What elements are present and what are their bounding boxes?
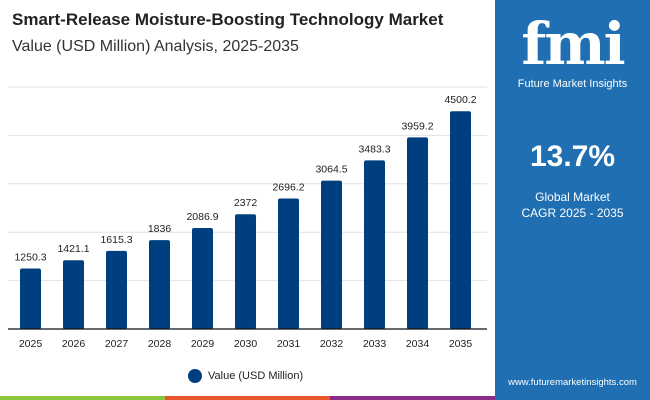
chart-subtitle: Value (USD Million) Analysis, 2025-2035 bbox=[12, 38, 299, 55]
x-tick-2029: 2029 bbox=[191, 338, 215, 350]
x-tick-2031: 2031 bbox=[277, 338, 301, 350]
stripe-green bbox=[0, 396, 165, 400]
data-label-2025: 1250.3 bbox=[14, 251, 46, 263]
cagr-value: 13.7% bbox=[529, 140, 616, 173]
chart-title: Smart-Release Moisture-Boosting Technolo… bbox=[12, 10, 444, 29]
bar-2027 bbox=[106, 250, 127, 329]
x-tick-2025: 2025 bbox=[19, 338, 43, 350]
bar-2035 bbox=[450, 111, 471, 329]
x-tick-2032: 2032 bbox=[320, 338, 344, 350]
bar-2033 bbox=[364, 160, 385, 329]
x-tick-2030: 2030 bbox=[234, 338, 258, 350]
logo-subtitle: Future Market Insights bbox=[517, 78, 628, 90]
bar-2034 bbox=[407, 137, 428, 329]
legend-label: Value (USD Million) bbox=[208, 370, 304, 382]
data-label-2033: 3483.3 bbox=[358, 143, 390, 155]
bar-2032 bbox=[321, 180, 342, 329]
x-tick-2027: 2027 bbox=[105, 338, 129, 350]
data-label-2026: 1421.1 bbox=[57, 243, 89, 255]
data-label-2028: 1836 bbox=[148, 223, 172, 235]
legend-swatch bbox=[188, 369, 202, 383]
x-tick-2034: 2034 bbox=[406, 338, 430, 350]
data-label-2035: 4500.2 bbox=[444, 94, 476, 106]
fmi-logo: fmi bbox=[521, 10, 625, 78]
side-panel: fmi Future Market Insights 13.7% Global … bbox=[495, 0, 650, 400]
cagr-label: Global Market bbox=[535, 190, 610, 204]
bar-2026 bbox=[63, 260, 84, 329]
legend: Value (USD Million) bbox=[188, 369, 303, 383]
bar-2031 bbox=[278, 198, 299, 329]
stripe-orange bbox=[165, 396, 330, 400]
bar-2030 bbox=[235, 214, 256, 329]
data-label-2031: 2696.2 bbox=[272, 182, 304, 194]
x-tick-2028: 2028 bbox=[148, 338, 172, 350]
data-label-2032: 3064.5 bbox=[315, 164, 347, 176]
x-tick-2026: 2026 bbox=[62, 338, 86, 350]
cagr-period: CAGR 2025 - 2035 bbox=[521, 206, 624, 220]
data-label-2034: 3959.2 bbox=[401, 120, 433, 132]
data-label-2030: 2372 bbox=[234, 197, 258, 209]
x-tick-2033: 2033 bbox=[363, 338, 387, 350]
bar-chart: 1250.3 2025 1421.1 2026 1615.3 2027 1836 2028 20… bbox=[8, 86, 487, 350]
bar-2029 bbox=[192, 227, 213, 329]
bar-2025 bbox=[20, 268, 41, 329]
data-label-2029: 2086.9 bbox=[186, 211, 218, 223]
website-link[interactable]: www.futuremarketinsights.com bbox=[508, 377, 637, 388]
x-tick-2035: 2035 bbox=[449, 338, 473, 350]
stripe-purple bbox=[330, 396, 495, 400]
data-label-2027: 1615.3 bbox=[100, 234, 132, 246]
bar-2028 bbox=[149, 240, 170, 329]
